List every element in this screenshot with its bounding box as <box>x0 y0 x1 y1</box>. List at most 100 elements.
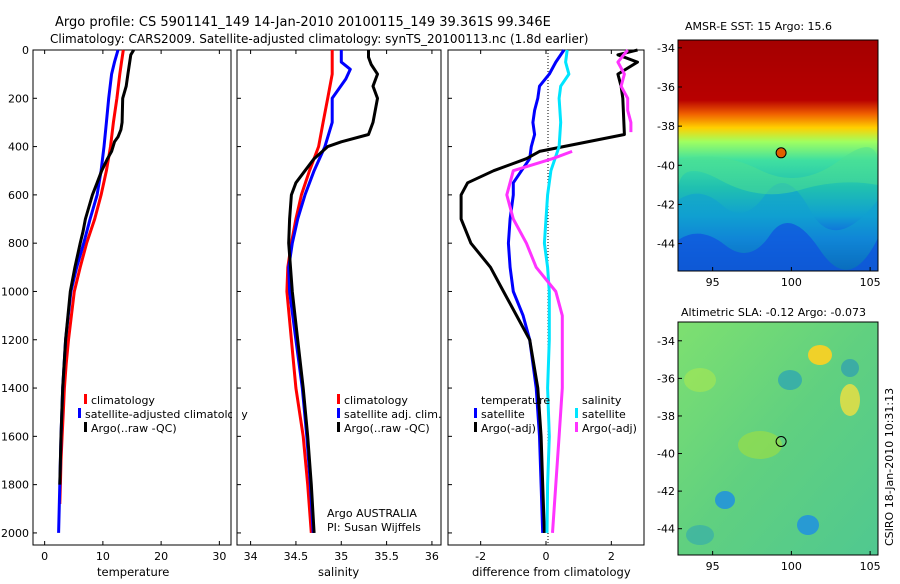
map-y-tick-label: -40 <box>657 159 675 172</box>
salinity-xlabel: salinity <box>318 565 359 579</box>
salinity-panel: 34 34.5 35 35.5 36 salinity climatology sate… <box>236 49 442 579</box>
y-tick-label: 2000 <box>1 527 29 540</box>
y-tick-label: 1400 <box>1 382 29 395</box>
sla-low-anomaly <box>686 525 714 545</box>
map-y-tick-label: -44 <box>657 238 675 251</box>
figure-title-line2: Climatology: CARS2009. Satellite-adjuste… <box>50 32 588 46</box>
series-line-salinity-satellite <box>542 49 571 533</box>
sst-axes: 95 100 105 -34 -36 -38 -40 -42 -44 <box>657 42 881 289</box>
salinity-legend: climatology satellite adj. clim. Argo(..… <box>337 394 441 435</box>
temperature-axes-frame <box>32 49 232 546</box>
map-y-tick-label: -44 <box>657 523 675 536</box>
x-tick-label: 2 <box>608 550 615 563</box>
x-tick-label: 30 <box>212 550 226 563</box>
sla-low-anomaly <box>797 515 819 535</box>
legend-swatch-blue <box>78 408 81 418</box>
figure-title-line1: Argo profile: CS 5901141_149 14-Jan-2010… <box>55 15 551 30</box>
depth-axis: 0 200 400 600 800 1000 1200 1400 1600 1800 2000 <box>1 44 37 540</box>
temperature-xlabel: temperature <box>97 565 169 579</box>
legend-sal-satellite: satellite <box>582 408 626 421</box>
salinity-axes-frame <box>236 49 442 546</box>
difference-series <box>459 48 639 534</box>
legend-swatch-cyan <box>575 408 578 418</box>
sla-map-panel: Altimetric SLA: -0.12 Argo: -0.073 95 100… <box>657 306 881 573</box>
temperature-legend: climatology satellite-adjusted climatolo… <box>78 394 248 435</box>
pi-label: PI: Susan Wijffels <box>327 521 421 534</box>
x-tick-label: 0 <box>543 550 550 563</box>
map-y-tick-label: -34 <box>657 42 675 55</box>
y-tick-label: 600 <box>8 189 29 202</box>
sla-profile-marker <box>775 436 787 447</box>
difference-x-axis: -2 0 2 <box>448 49 615 563</box>
map-y-tick-label: -38 <box>657 410 675 423</box>
series-line-salinity-argo-adj- <box>616 49 633 133</box>
legend-swatch-blue <box>474 408 477 418</box>
y-tick-label: 1200 <box>1 334 29 347</box>
map-x-tick-label: 100 <box>781 560 802 573</box>
y-tick-label: 800 <box>8 237 29 250</box>
y-tick-label: 1000 <box>1 285 29 298</box>
sla-axes: 95 100 105 -34 -36 -38 -40 -42 -44 <box>657 335 881 573</box>
map-x-tick-label: 95 <box>706 560 720 573</box>
x-tick-label: 10 <box>96 550 110 563</box>
series-line-satellite-adj-clim- <box>287 50 352 533</box>
map-x-tick-label: 105 <box>860 560 881 573</box>
temperature-series <box>57 49 135 533</box>
legend-salinity-heading: salinity <box>582 394 622 407</box>
legend-climatology: climatology <box>344 394 408 407</box>
y-tick-label: 400 <box>8 141 29 154</box>
map-y-tick-label: -42 <box>657 198 675 211</box>
y-tick-label: 1600 <box>1 430 29 443</box>
sst-front <box>678 147 879 195</box>
sst-title: AMSR-E SST: 15 Argo: 15.6 <box>685 20 832 33</box>
legend-swatch-blue <box>337 408 340 418</box>
map-x-tick-label: 105 <box>860 276 881 289</box>
x-tick-label: 20 <box>154 550 168 563</box>
legend-swatch-red <box>84 394 87 404</box>
legend-swatch-red <box>337 394 340 404</box>
salinity-series <box>285 50 379 534</box>
map-x-tick-label: 100 <box>781 276 802 289</box>
sla-low-anomaly <box>778 370 802 390</box>
map-x-tick-label: 95 <box>706 276 720 289</box>
sst-profile-marker <box>775 147 787 159</box>
salinity-x-axis: 34 34.5 35 35.5 36 <box>237 49 439 563</box>
x-tick-label: 35 <box>334 550 348 563</box>
sla-axes-frame <box>677 321 879 556</box>
legend-argo-raw: Argo(..raw -QC) <box>91 422 177 435</box>
x-tick-label: 34.5 <box>284 550 309 563</box>
series-line-argo-raw-qc- <box>287 50 379 533</box>
difference-panel: -2 0 2 difference from climatology tempera… <box>447 48 645 579</box>
x-tick-label: -2 <box>475 550 486 563</box>
sla-high-anomaly <box>840 384 860 416</box>
argo-program-label: Argo AUSTRALIA <box>327 507 417 520</box>
sla-low-anomaly <box>715 491 735 509</box>
temperature-x-axis: 0 10 20 30 <box>41 50 226 563</box>
temperature-panel: 0 200 400 600 800 1000 1200 1400 1600 1800 2000 0 1… <box>1 44 248 579</box>
sla-high-anomaly <box>808 345 832 365</box>
map-y-tick-label: -36 <box>657 81 675 94</box>
sla-high-anomaly <box>684 368 716 392</box>
map-y-tick-label: -40 <box>657 448 675 461</box>
sst-map-panel: AMSR-E SST: 15 Argo: 15.6 95 100 105 -34 -36… <box>657 20 881 289</box>
difference-legend: temperature satellite Argo(-adj) salinit… <box>474 394 637 435</box>
legend-sal-argo: Argo(-adj) <box>582 422 637 435</box>
series-line-satellite-adjusted <box>57 49 120 533</box>
y-tick-label: 1800 <box>1 479 29 492</box>
legend-swatch-black <box>84 422 87 432</box>
legend-argo-raw: Argo(..raw -QC) <box>344 422 430 435</box>
map-y-tick-label: -36 <box>657 372 675 385</box>
x-tick-label: 0 <box>41 550 48 563</box>
map-y-tick-label: -38 <box>657 120 675 133</box>
legend-temp-satellite: satellite <box>481 408 525 421</box>
sst-axes-frame <box>677 39 879 272</box>
sst-cold-band <box>678 223 878 271</box>
legend-swatch-black <box>337 422 340 432</box>
series-line-argo-raw-qc- <box>58 49 135 485</box>
legend-swatch-magenta <box>575 422 578 432</box>
csiro-timestamp: CSIRO 18-Jan-2010 10:31:13 <box>883 388 896 546</box>
legend-temp-argo: Argo(-adj) <box>481 422 536 435</box>
difference-xlabel: difference from climatology <box>472 565 631 579</box>
map-y-tick-label: -42 <box>657 485 675 498</box>
